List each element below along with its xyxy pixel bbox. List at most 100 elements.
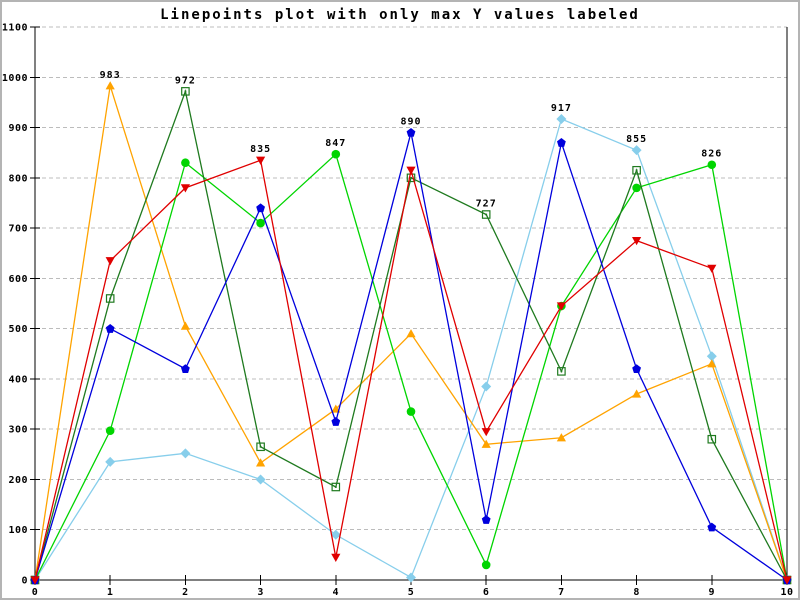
point-marker-dot <box>259 445 262 448</box>
max-value-label: 855 <box>626 134 647 145</box>
point-marker <box>256 458 266 467</box>
point-marker <box>632 165 641 175</box>
x-tick-label: 8 <box>633 587 640 598</box>
y-tick-label: 900 <box>8 123 28 134</box>
point-marker <box>632 364 641 374</box>
series-line-blue-pentagon <box>34 132 788 581</box>
point-marker <box>331 553 341 562</box>
point-marker <box>331 482 341 492</box>
point-marker <box>481 381 492 392</box>
chart-title: Linepoints plot with only max Y values l… <box>160 7 640 23</box>
point-marker <box>481 439 491 448</box>
point-marker <box>406 407 416 416</box>
y-tick-label: 1000 <box>2 73 28 84</box>
point-marker <box>406 166 416 175</box>
x-tick-label: 1 <box>107 587 114 598</box>
point-marker-dot <box>410 176 412 179</box>
max-value-label: 727 <box>476 199 497 210</box>
x-tick-label: 2 <box>182 587 189 598</box>
point-marker <box>105 81 115 90</box>
point-marker <box>256 203 265 213</box>
point-marker <box>180 321 190 330</box>
point-marker <box>481 560 491 570</box>
point-marker <box>105 257 115 266</box>
y-tick-label: 200 <box>8 475 28 486</box>
max-value-label: 890 <box>400 117 421 128</box>
max-value-label: 972 <box>175 75 196 86</box>
point-marker <box>330 529 341 540</box>
point-marker <box>632 237 642 246</box>
x-tick-label: 10 <box>780 587 793 598</box>
point-marker <box>706 351 717 362</box>
y-tick-label: 700 <box>8 224 28 235</box>
point-marker <box>707 264 717 273</box>
point-marker <box>180 184 190 193</box>
point-marker-dot <box>635 169 638 172</box>
point-marker <box>481 515 491 524</box>
point-marker <box>707 359 717 368</box>
y-tick-label: 500 <box>8 324 28 335</box>
point-marker <box>632 183 641 193</box>
series-line-sky-blue-diamond <box>34 118 788 581</box>
point-marker-dot <box>710 438 713 441</box>
y-tick-label: 1100 <box>2 23 28 34</box>
point-marker <box>556 113 567 124</box>
y-tick-label: 600 <box>8 274 28 285</box>
point-marker <box>557 138 566 147</box>
point-marker-dot <box>485 213 488 216</box>
point-marker <box>256 218 265 228</box>
x-tick-label: 4 <box>333 587 340 598</box>
point-marker <box>556 302 566 311</box>
max-value-label: 983 <box>100 70 121 81</box>
point-marker <box>406 127 416 137</box>
point-marker <box>782 576 792 585</box>
y-tick-label: 400 <box>8 374 28 385</box>
point-marker-dot <box>184 90 187 93</box>
series-line-green-circle <box>34 153 788 581</box>
point-marker <box>406 572 416 583</box>
point-marker <box>406 329 416 338</box>
point-marker <box>481 428 491 437</box>
point-marker <box>481 210 491 219</box>
point-marker <box>331 417 341 426</box>
x-tick-label: 7 <box>558 587 565 598</box>
point-marker <box>556 433 566 442</box>
x-tick-label: 0 <box>32 587 39 598</box>
point-marker <box>105 456 116 467</box>
y-tick-label: 0 <box>21 576 28 587</box>
x-tick-label: 6 <box>483 587 490 598</box>
point-marker <box>255 474 266 485</box>
x-tick-label: 3 <box>257 587 264 598</box>
point-marker <box>105 324 115 333</box>
point-marker <box>105 294 115 303</box>
point-marker-dot <box>560 370 563 373</box>
point-marker <box>30 576 40 585</box>
y-tick-label: 100 <box>8 525 28 536</box>
point-marker <box>181 87 190 96</box>
point-marker <box>256 442 265 452</box>
series-line-red-triangle-down <box>34 159 788 581</box>
point-marker <box>557 367 566 376</box>
point-marker <box>180 448 191 459</box>
point-marker <box>181 158 190 168</box>
point-marker <box>331 149 341 159</box>
max-value-label: 917 <box>551 103 572 114</box>
point-marker <box>631 145 642 156</box>
x-tick-label: 9 <box>709 587 716 598</box>
point-marker <box>181 364 190 374</box>
point-marker-dot <box>109 297 112 300</box>
point-marker <box>707 434 717 444</box>
y-tick-label: 300 <box>8 425 28 436</box>
y-tick-label: 800 <box>8 173 28 184</box>
x-tick-label: 5 <box>408 587 415 598</box>
point-marker <box>707 522 717 532</box>
point-marker-dot <box>334 486 337 488</box>
point-marker <box>632 389 642 398</box>
max-value-label: 826 <box>701 149 722 160</box>
point-marker <box>707 160 717 170</box>
point-marker <box>256 156 266 165</box>
point-marker <box>105 426 115 435</box>
max-value-label: 835 <box>250 144 271 155</box>
